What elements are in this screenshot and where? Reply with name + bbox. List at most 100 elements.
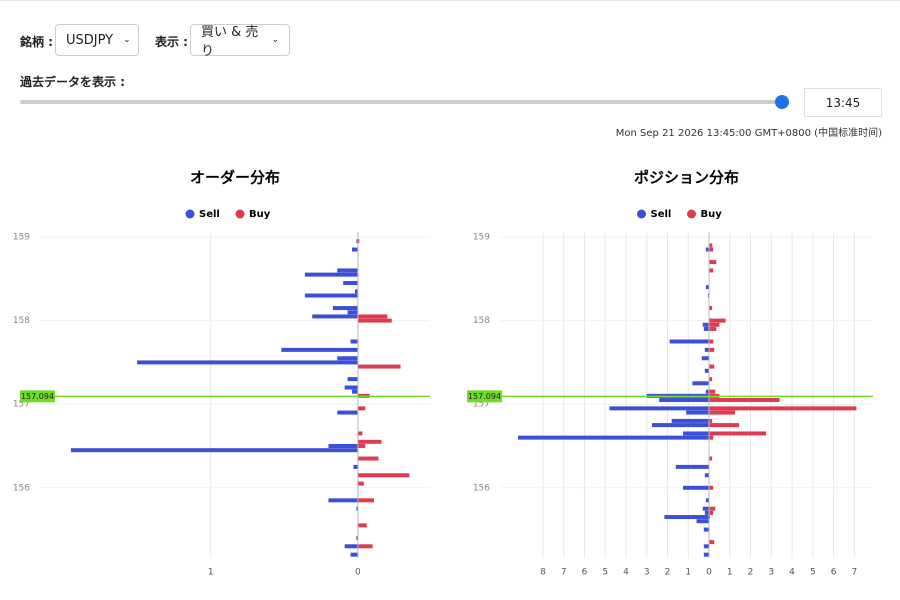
bar (683, 485, 710, 490)
bar (703, 326, 710, 331)
x-tick-label: 6 (582, 568, 588, 578)
bar (337, 268, 358, 273)
price-tag (20, 390, 55, 403)
chart-title: オーダー分布 (190, 169, 280, 187)
bar (702, 506, 710, 511)
bar (709, 326, 717, 331)
bar (709, 247, 714, 252)
symbol-label: 銘柄 : (20, 35, 53, 49)
bar (357, 498, 375, 503)
bar (709, 485, 714, 490)
display-select[interactable]: 買い & 売り ⌄ (190, 24, 290, 59)
price-tag-label: 157.094 (21, 392, 54, 401)
bar (357, 314, 388, 319)
bar (709, 377, 713, 382)
bar (651, 423, 710, 428)
bar (709, 406, 857, 411)
y-tick-label: 157 (473, 400, 490, 410)
x-tick-label: 5 (810, 568, 816, 578)
bar (357, 523, 367, 528)
y-tick-label: 158 (13, 316, 30, 326)
legend-label: Buy (249, 209, 271, 220)
x-tick-label: 1 (685, 568, 691, 578)
bar (344, 544, 358, 549)
bar (337, 356, 358, 361)
history-label: 過去データを表示 : (20, 75, 125, 89)
bar (347, 310, 358, 315)
bar (357, 443, 366, 448)
bar (696, 519, 710, 524)
x-tick-label: 4 (789, 568, 795, 578)
bar (332, 306, 358, 311)
symbol-value: USDJPY (66, 32, 114, 48)
bar (70, 448, 358, 453)
y-tick-label: 156 (13, 483, 30, 493)
bar (686, 410, 710, 415)
bar (683, 431, 710, 436)
x-tick-label: 2 (665, 568, 671, 578)
bar (304, 293, 358, 298)
bar (709, 431, 767, 436)
x-tick-label: 3 (768, 568, 774, 578)
bar (709, 410, 735, 415)
bar (709, 398, 780, 403)
y-tick-label: 157 (13, 400, 30, 410)
y-tick-label: 158 (473, 316, 490, 326)
bar (312, 314, 358, 319)
bar (350, 552, 358, 557)
bar (709, 364, 715, 369)
bar (704, 347, 710, 352)
caret: ⌄ (271, 35, 279, 45)
legend-marker (637, 209, 646, 219)
bar (709, 347, 715, 352)
bar (709, 243, 713, 248)
x-tick-label: 0 (706, 568, 712, 578)
bar (709, 318, 726, 323)
x-tick-label: 8 (540, 568, 546, 578)
bar (357, 431, 363, 436)
slider-thumb[interactable] (775, 95, 789, 109)
bar (357, 456, 379, 461)
y-tick-label: 159 (13, 233, 30, 243)
bar (328, 498, 358, 503)
legend-label: Buy (701, 209, 723, 220)
bar (705, 389, 710, 394)
chart-title: ポジション分布 (634, 169, 739, 187)
bar (347, 377, 358, 382)
bar (609, 406, 710, 411)
bar (356, 506, 358, 511)
bar (356, 239, 358, 244)
bar (692, 381, 710, 386)
price-tag (467, 390, 502, 403)
bar (709, 339, 714, 344)
bar (350, 339, 358, 344)
symbol-select[interactable]: USDJPY ⌄ (55, 24, 139, 56)
bar (137, 360, 358, 365)
bar (281, 347, 358, 352)
x-tick-label: 7 (851, 568, 857, 578)
bar (352, 389, 358, 394)
x-tick-label: 1 (208, 568, 214, 578)
bar (675, 464, 710, 469)
legend-label: Sell (199, 209, 220, 220)
bar (671, 418, 710, 423)
x-tick-label: 3 (644, 568, 650, 578)
legend-marker (185, 209, 195, 219)
bar (357, 544, 373, 549)
x-tick-label: 7 (561, 568, 567, 578)
bar (669, 339, 710, 344)
time-box[interactable]: 13:45 (804, 88, 882, 117)
bar (704, 473, 710, 478)
bar (352, 247, 358, 252)
legend-label: Sell (651, 209, 672, 220)
bar (518, 435, 710, 440)
slider-track[interactable] (20, 100, 782, 104)
x-tick-label: 1 (727, 568, 733, 578)
bar (709, 510, 714, 515)
x-tick-label: 4 (623, 568, 629, 578)
legend-marker (235, 209, 245, 219)
bar (705, 498, 710, 503)
bar (328, 443, 358, 448)
x-tick-label: 5 (602, 568, 608, 578)
